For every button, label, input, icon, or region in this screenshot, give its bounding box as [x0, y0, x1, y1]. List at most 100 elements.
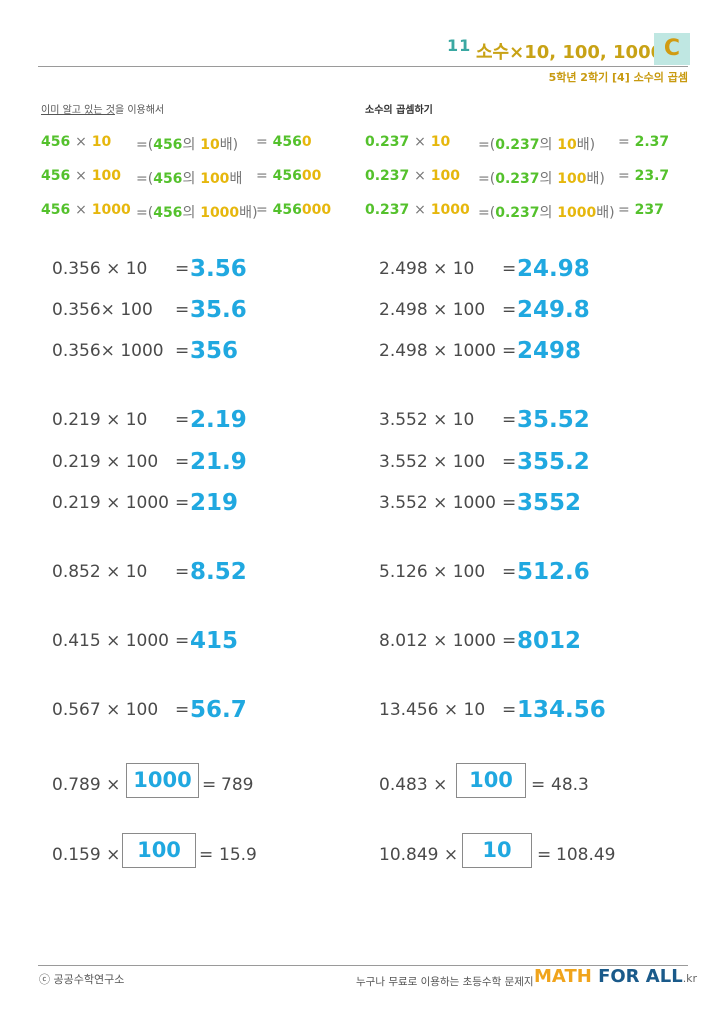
problem-equals: = — [175, 300, 190, 320]
example-times: × — [75, 202, 87, 218]
example-base: 456 — [41, 134, 71, 150]
problem-expression: 0.356× 1000 — [52, 341, 164, 361]
example-ui: 의 — [182, 205, 196, 221]
example-result-green: 456 — [272, 134, 302, 150]
example-right-expr: 0.237 × 100 — [365, 168, 460, 184]
problem-equals: = — [502, 410, 517, 430]
example-left-explain: =(456의 10배) — [136, 134, 238, 154]
example-open-paren: ( — [489, 171, 496, 187]
example-result-green: 456 — [272, 202, 302, 218]
example-right-result: = 2.37 — [618, 134, 669, 150]
problem-equals: = — [502, 700, 517, 720]
problem-expression: 8.012 × 1000 — [379, 631, 496, 651]
example-ui: 의 — [539, 171, 553, 187]
example-multiplier: 10 — [557, 137, 577, 153]
page-title: 소수×10, 100, 1000 — [476, 42, 664, 63]
brand-kr: .kr — [682, 972, 698, 985]
example-bae: 배 — [576, 137, 590, 153]
example-result: 237 — [634, 202, 664, 218]
brand-logo: MATH FOR ALL.kr — [534, 966, 697, 987]
example-base: 456 — [153, 205, 183, 221]
example-multiplier: 1000 — [430, 202, 470, 218]
example-left-result: = 45600 — [256, 168, 321, 184]
example-ui: 의 — [539, 205, 553, 221]
problem-answer: 3.56 — [190, 256, 247, 282]
answer-box: 100 — [456, 763, 526, 798]
boxed-problem-equals: = — [537, 845, 552, 865]
problem-answer: 56.7 — [190, 697, 247, 723]
example-eq: = — [618, 202, 630, 218]
problem-expression: 3.552 × 10 — [379, 410, 475, 430]
example-close-paren: ) — [609, 205, 615, 221]
problem-equals: = — [502, 341, 517, 361]
example-left-expr: 456 × 10 — [41, 134, 111, 150]
problem-answer: 134.56 — [517, 697, 606, 723]
example-bae: 배 — [586, 171, 600, 187]
copyright: ⓒ 공공수학연구소 — [39, 973, 125, 986]
page-subtitle: 5학년 2학기 [4] 소수의 곱셈 — [548, 71, 688, 84]
problem-answer: 21.9 — [190, 449, 247, 475]
example-eq: = — [136, 171, 148, 187]
example-open-paren: ( — [489, 205, 496, 221]
example-multiplier: 10 — [200, 137, 220, 153]
boxed-problem-equals: = — [202, 775, 217, 795]
problem-expression: 0.219 × 100 — [52, 452, 159, 472]
problem-answer: 8.52 — [190, 559, 247, 585]
problem-expression: 0.567 × 100 — [52, 700, 159, 720]
example-left-explain: =(456의 100배 — [136, 168, 242, 188]
problem-expression: 5.126 × 100 — [379, 562, 486, 582]
example-left-expr: 456 × 100 — [41, 168, 121, 184]
example-open-paren: ( — [147, 205, 154, 221]
problem-answer: 355.2 — [517, 449, 590, 475]
example-times: × — [414, 202, 426, 218]
problem-equals: = — [502, 452, 517, 472]
boxed-problem-equals: = — [199, 845, 214, 865]
footer-tagline: 누구나 무료로 이용하는 초등수학 문제지 — [356, 976, 534, 988]
problem-answer: 249.8 — [517, 297, 590, 323]
boxed-problem-expression: 0.159 × — [52, 845, 121, 865]
answer-box: 10 — [462, 833, 532, 868]
example-right-explain: =(0.237의 100배) — [478, 168, 605, 188]
problem-answer: 3552 — [517, 490, 582, 516]
example-bae: 배 — [229, 171, 243, 187]
brand-forall: FOR ALL — [598, 966, 683, 987]
problem-expression: 2.498 × 100 — [379, 300, 486, 320]
problem-equals: = — [502, 631, 517, 651]
example-result-yellow: 00 — [301, 168, 322, 184]
example-left-explain: =(456의 1000배) — [136, 202, 258, 222]
example-base: 456 — [153, 137, 183, 153]
problem-equals: = — [175, 452, 190, 472]
example-heading-left-suffix: 을 이용해서 — [114, 105, 165, 116]
example-base: 456 — [41, 168, 71, 184]
problem-answer: 356 — [190, 338, 239, 364]
problem-answer: 2498 — [517, 338, 582, 364]
example-close-paren: ) — [232, 137, 239, 153]
example-right-result: = 23.7 — [618, 168, 669, 184]
boxed-problem-expression: 0.483 × — [379, 775, 448, 795]
problem-expression: 0.356× 100 — [52, 300, 153, 320]
problem-equals: = — [175, 410, 190, 430]
example-result-yellow: 000 — [301, 202, 332, 218]
boxed-problem-result: 108.49 — [556, 845, 616, 865]
example-ui: 의 — [182, 171, 196, 187]
example-eq: = — [136, 205, 148, 221]
boxed-problem-equals: = — [531, 775, 546, 795]
problem-equals: = — [175, 341, 190, 361]
example-left-expr: 456 × 1000 — [41, 202, 131, 218]
problem-expression: 0.219 × 10 — [52, 410, 148, 430]
answer-box: 1000 — [126, 763, 199, 798]
example-right-result: = 237 — [618, 202, 664, 218]
boxed-problem-result: 15.9 — [219, 845, 257, 865]
problem-answer: 35.52 — [517, 407, 590, 433]
example-eq: = — [256, 134, 268, 150]
problem-expression: 3.552 × 1000 — [379, 493, 496, 513]
example-eq: = — [478, 171, 490, 187]
example-multiplier: 100 — [430, 168, 461, 184]
example-right-explain: =(0.237의 10배) — [478, 134, 595, 154]
problem-equals: = — [175, 493, 190, 513]
example-open-paren: ( — [489, 137, 496, 153]
boxed-problem-result: 48.3 — [551, 775, 589, 795]
header-divider — [38, 66, 688, 67]
example-close-paren: ) — [599, 171, 605, 187]
problem-equals: = — [502, 300, 517, 320]
